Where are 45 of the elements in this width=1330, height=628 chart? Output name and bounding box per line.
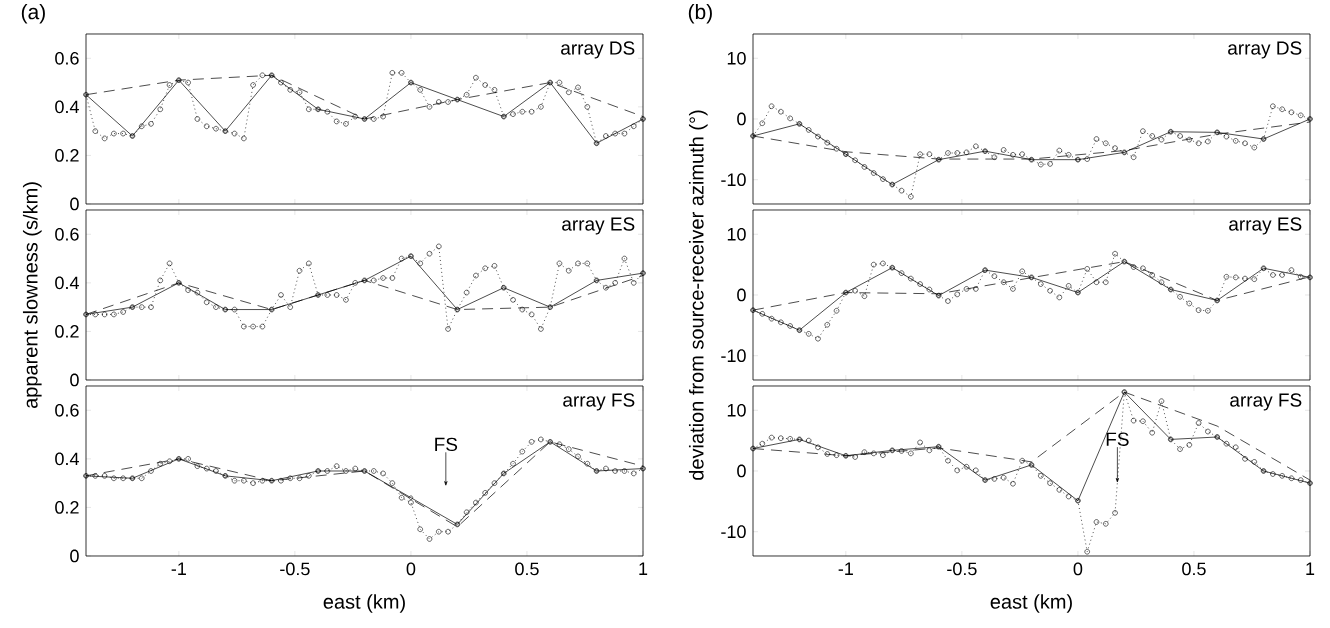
y-axis-title: apparent slowness (s/km) <box>22 182 42 409</box>
y-tick-label: -10 <box>721 349 746 363</box>
y-tick-label: 10 <box>727 403 746 417</box>
x-tick-label: -1 <box>838 562 853 575</box>
annotation: array ES <box>562 217 635 235</box>
x-tick-label: -0.5 <box>947 562 977 576</box>
y-tick-label: 0.2 <box>55 325 79 338</box>
y-tick-label: 0 <box>70 549 79 563</box>
x-tick-label: 0.5 <box>1182 562 1206 576</box>
x-tick-label: -0.5 <box>280 562 310 576</box>
y-tick-label: 0.6 <box>55 51 79 65</box>
annotation: array FS <box>1230 393 1302 411</box>
x-tick-label: 1 <box>639 562 648 575</box>
x-tick-label: -1 <box>171 562 186 575</box>
x-axis-title: east (km) <box>990 594 1072 613</box>
annotation: array DS <box>561 41 635 59</box>
y-tick-label: -10 <box>721 525 746 539</box>
x-axis-title: east (km) <box>323 594 405 613</box>
y-tick-label: 0.2 <box>55 501 79 514</box>
y-tick-label: 0.6 <box>55 227 79 241</box>
chart-title: (a) <box>21 3 45 24</box>
y-tick-label: 0.2 <box>55 149 79 162</box>
y-tick-label: 0.6 <box>55 403 79 417</box>
y-tick-label: -10 <box>721 173 746 187</box>
y-tick-label: 10 <box>727 51 746 65</box>
annotation: FS <box>1106 432 1129 446</box>
y-tick-label: 0 <box>737 112 746 126</box>
annotation: FS <box>435 437 458 452</box>
y-tick-label: 0 <box>70 197 79 211</box>
x-tick-label: 1 <box>1306 562 1315 575</box>
x-tick-label: 0.5 <box>515 562 539 576</box>
chart-title: (b) <box>688 3 712 24</box>
y-tick-label: 10 <box>727 227 746 241</box>
x-tick-label: 0 <box>406 562 416 576</box>
x-tick-label: 0 <box>1073 562 1083 576</box>
y-tick-label: 0.4 <box>55 100 79 114</box>
y-tick-label: 0 <box>737 288 746 302</box>
y-tick-label: 0 <box>70 373 79 387</box>
y-axis-title: deviation from source-receiver azimuth (°) <box>688 110 708 480</box>
y-tick-label: 0 <box>737 464 746 478</box>
annotation: array FS <box>563 393 635 411</box>
annotation: array ES <box>1229 217 1302 235</box>
y-tick-label: 0.4 <box>55 452 79 466</box>
annotation: array DS <box>1228 41 1302 59</box>
y-tick-label: 0.4 <box>55 276 79 290</box>
